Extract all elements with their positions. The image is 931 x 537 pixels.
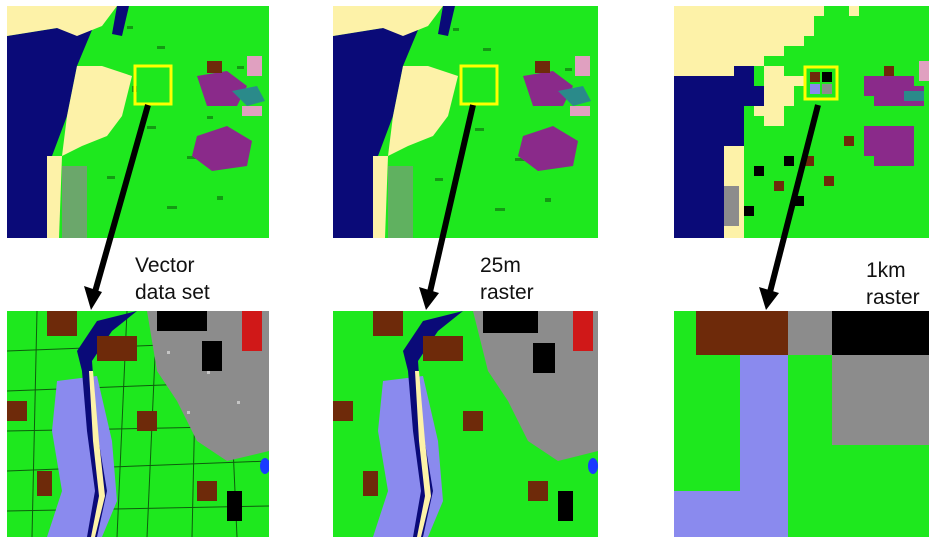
highlight-box-icon — [459, 64, 499, 106]
1km-detail-map — [674, 311, 929, 537]
vector-detail-map — [7, 311, 269, 537]
highlight-box-icon — [133, 64, 173, 106]
vector-label-line2: data set — [135, 281, 210, 304]
vector-overview-map — [7, 6, 269, 238]
raster25-label-line2: raster — [480, 281, 534, 304]
25m-overview-map — [333, 6, 598, 238]
raster1km-label-line1: 1km — [866, 259, 906, 282]
raster1km-label-line2: raster — [866, 286, 920, 309]
raster1km-label: 1km raster — [866, 257, 920, 311]
vector-label-line1: Vector — [135, 254, 195, 277]
highlight-box-icon — [803, 65, 839, 101]
25m-detail-map — [333, 311, 598, 537]
vector-label: Vector data set — [135, 252, 210, 306]
raster25-label-line1: 25m — [480, 254, 521, 277]
1km-overview-map — [674, 6, 929, 238]
raster25-label: 25m raster — [480, 252, 534, 306]
